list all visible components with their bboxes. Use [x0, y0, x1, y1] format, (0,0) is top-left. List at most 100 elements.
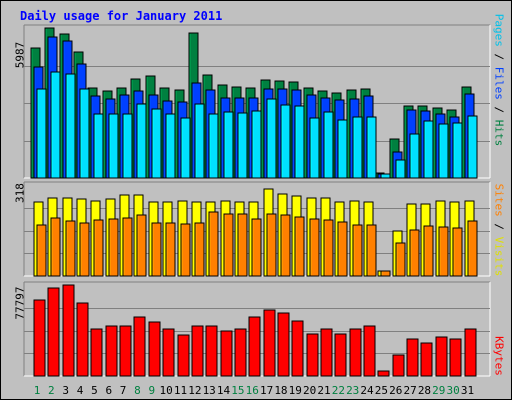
- bar-sites-day-11: [180, 223, 191, 277]
- x-tick-label-day-14: 14: [217, 384, 231, 397]
- bar-pages-day-1: [36, 88, 47, 179]
- x-tick-label-day-26: 26: [389, 384, 402, 397]
- bar-kbytes-day-30: [449, 338, 462, 377]
- bar-kbytes-day-25: [377, 370, 390, 377]
- bar-sites-day-24: [366, 224, 377, 277]
- legend-kbytes: KBytes: [492, 336, 506, 376]
- bar-pages-day-8: [136, 103, 147, 179]
- panel2-y-max-label: 318: [13, 183, 27, 203]
- bar-sites-day-28: [423, 225, 434, 277]
- bar-pages-day-2: [50, 71, 61, 179]
- x-tick-label-day-27: 27: [403, 384, 416, 397]
- bar-sites-day-17: [266, 213, 277, 277]
- chart-title: Daily usage for January 2011: [20, 9, 223, 23]
- legend-sep: /: [492, 216, 506, 237]
- bar-sites-day-19: [294, 216, 305, 277]
- bar-kbytes-day-5: [90, 328, 103, 377]
- bar-sites-day-6: [108, 218, 119, 277]
- x-tick-label-day-21: 21: [317, 384, 330, 397]
- x-tick-label-day-6: 6: [105, 384, 112, 397]
- bar-pages-day-18: [280, 104, 291, 179]
- bar-kbytes-day-3: [62, 284, 75, 377]
- bar-kbytes-day-11: [177, 334, 190, 377]
- x-tick-label-day-22: 22: [332, 384, 345, 397]
- panel3-y-max-label: 77797: [13, 286, 27, 320]
- bar-pages-day-31: [467, 115, 478, 179]
- x-tick-label-day-13: 13: [203, 384, 216, 397]
- x-tick-label-day-10: 10: [160, 384, 173, 397]
- bar-kbytes-day-6: [105, 325, 118, 377]
- bar-pages-day-28: [423, 120, 434, 179]
- bar-sites-day-29: [438, 226, 449, 277]
- bar-kbytes-day-7: [119, 325, 132, 377]
- legend-sep: /: [492, 46, 506, 67]
- bar-pages-day-26: [395, 159, 406, 179]
- legend-sep: /: [492, 99, 506, 120]
- bar-sites-day-3: [65, 220, 76, 277]
- bar-kbytes-day-13: [205, 325, 218, 377]
- bar-kbytes-day-15: [234, 328, 247, 377]
- bar-kbytes-day-26: [392, 354, 405, 377]
- bar-kbytes-day-23: [349, 328, 362, 377]
- bar-pages-day-11: [180, 117, 191, 179]
- bar-pages-day-15: [237, 112, 248, 179]
- bar-sites-day-20: [309, 218, 320, 277]
- bar-pages-day-24: [366, 116, 377, 179]
- x-tick-label-day-1: 1: [34, 384, 41, 397]
- x-tick-label-day-24: 24: [360, 384, 374, 397]
- bar-kbytes-day-2: [47, 287, 60, 377]
- bar-kbytes-day-16: [248, 316, 261, 377]
- legend-files: Files: [492, 66, 506, 100]
- x-tick-label-day-19: 19: [289, 384, 302, 397]
- x-tick-label-day-25: 25: [375, 384, 388, 397]
- x-tick-label-day-12: 12: [188, 384, 201, 397]
- x-tick-label-day-30: 30: [447, 384, 460, 397]
- bar-pages-day-29: [438, 123, 449, 179]
- bar-sites-day-30: [452, 227, 463, 277]
- bar-sites-day-15: [237, 213, 248, 277]
- bar-sites-day-18: [280, 214, 291, 277]
- x-tick-label-day-11: 11: [174, 384, 187, 397]
- bar-kbytes-day-24: [363, 325, 376, 377]
- bar-kbytes-day-18: [277, 312, 290, 377]
- panel2-legend: Sites / Visits: [493, 184, 506, 277]
- bar-pages-day-27: [409, 133, 420, 179]
- bar-kbytes-day-8: [133, 316, 146, 377]
- x-tick-label-day-17: 17: [260, 384, 273, 397]
- bar-sites-day-31: [467, 220, 478, 277]
- x-tick-label-day-4: 4: [77, 384, 84, 397]
- bar-pages-day-19: [294, 105, 305, 179]
- x-tick-label-day-5: 5: [91, 384, 98, 397]
- bar-pages-day-23: [352, 116, 363, 179]
- bar-sites-day-1: [36, 224, 47, 277]
- bar-pages-day-25: [380, 173, 391, 179]
- bar-sites-day-8: [136, 214, 147, 277]
- bar-sites-day-4: [79, 222, 90, 277]
- bar-pages-day-20: [309, 117, 320, 179]
- x-tick-label-day-29: 29: [432, 384, 445, 397]
- x-tick-label-day-23: 23: [346, 384, 359, 397]
- bar-pages-day-7: [122, 113, 133, 179]
- legend-sites: Sites: [492, 183, 506, 217]
- bar-pages-day-14: [223, 111, 234, 179]
- bar-pages-day-3: [65, 73, 76, 179]
- bar-kbytes-day-4: [76, 302, 89, 377]
- x-tick-label-day-16: 16: [246, 384, 259, 397]
- bar-kbytes-day-14: [220, 330, 233, 377]
- bar-kbytes-day-22: [334, 333, 347, 377]
- bar-kbytes-day-21: [320, 328, 333, 377]
- bar-pages-day-10: [165, 113, 176, 179]
- bar-sites-day-25: [380, 270, 391, 277]
- x-tick-label-day-3: 3: [62, 384, 69, 397]
- bar-sites-day-23: [352, 224, 363, 277]
- bar-sites-day-9: [151, 222, 162, 277]
- x-tick-label-day-15: 15: [231, 384, 244, 397]
- panel1-y-max-label: 5987: [13, 41, 27, 69]
- bar-pages-day-9: [151, 108, 162, 179]
- bar-pages-day-4: [79, 88, 90, 179]
- bar-kbytes-day-10: [162, 328, 175, 377]
- bar-sites-day-13: [208, 211, 219, 277]
- legend-hits: Hits: [492, 119, 506, 147]
- bar-sites-day-7: [122, 217, 133, 277]
